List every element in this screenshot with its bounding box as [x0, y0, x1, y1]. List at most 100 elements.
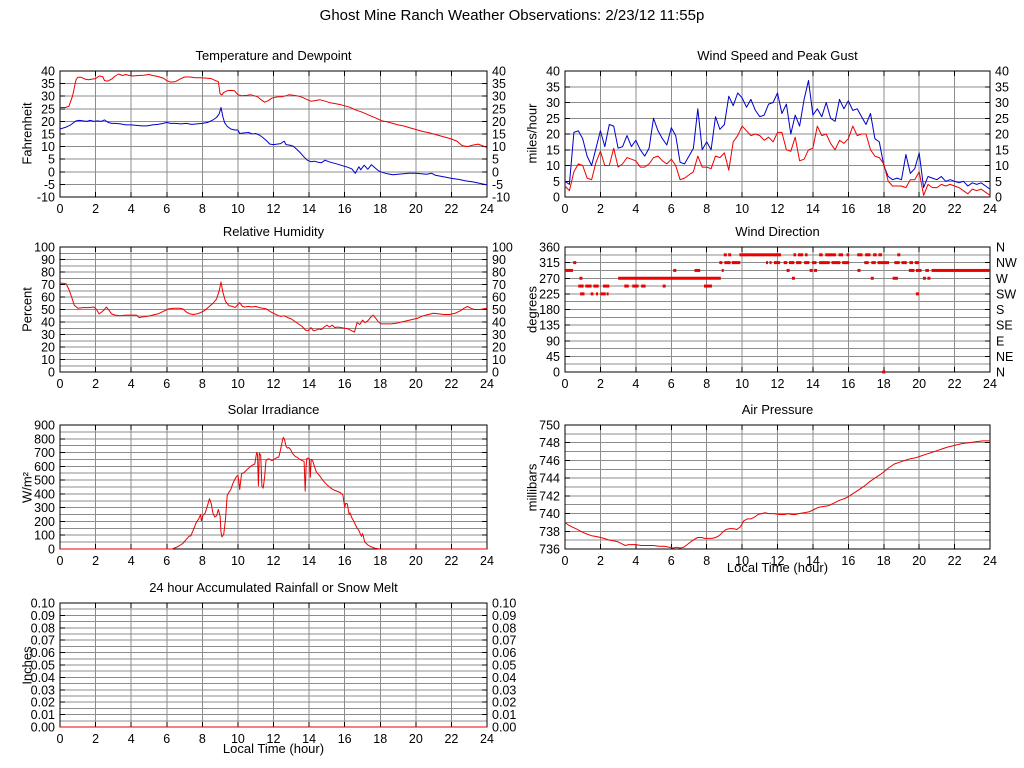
- svg-text:NW: NW: [996, 256, 1017, 270]
- svg-text:500: 500: [34, 474, 55, 488]
- svg-text:20: 20: [912, 202, 926, 216]
- svg-text:10: 10: [231, 202, 245, 216]
- svg-text:N: N: [996, 241, 1005, 255]
- svg-text:0.03: 0.03: [31, 683, 55, 697]
- x-axis-label: Local Time (hour): [726, 560, 829, 575]
- svg-text:16: 16: [338, 377, 352, 391]
- svg-text:-5: -5: [44, 178, 55, 192]
- svg-text:22: 22: [948, 202, 962, 216]
- svg-text:0: 0: [57, 554, 64, 568]
- svg-text:100: 100: [34, 241, 55, 255]
- svg-text:40: 40: [492, 65, 506, 79]
- svg-text:14: 14: [302, 732, 316, 746]
- svg-text:20: 20: [995, 128, 1009, 142]
- svg-text:22: 22: [444, 732, 458, 746]
- svg-text:20: 20: [912, 554, 926, 568]
- chart-wind-direction: Wind Direction degrees 0 N 45 NE 90 E 135 SE 180…: [512, 216, 1024, 394]
- svg-text:22: 22: [444, 202, 458, 216]
- svg-text:25: 25: [41, 102, 55, 116]
- chart-rainfall: 24 hour Accumulated Rainfall or Snow Mel…: [0, 572, 517, 768]
- svg-text:40: 40: [41, 65, 55, 79]
- svg-text:10: 10: [735, 377, 749, 391]
- svg-text:0.08: 0.08: [31, 621, 55, 635]
- svg-text:30: 30: [41, 90, 55, 104]
- svg-text:SE: SE: [996, 319, 1013, 333]
- svg-text:6: 6: [163, 202, 170, 216]
- svg-text:744: 744: [539, 472, 560, 486]
- svg-text:10: 10: [735, 554, 749, 568]
- svg-text:0.04: 0.04: [31, 671, 55, 685]
- svg-text:25: 25: [546, 112, 560, 126]
- svg-text:90: 90: [492, 253, 506, 267]
- svg-text:0.05: 0.05: [31, 659, 55, 673]
- chart-relative-humidity: Relative Humidity Percent 0 0 10 10 20 20 30 30…: [0, 216, 513, 394]
- svg-text:18: 18: [373, 554, 387, 568]
- svg-text:70: 70: [492, 278, 506, 292]
- svg-text:0: 0: [562, 202, 569, 216]
- svg-text:100: 100: [34, 529, 55, 543]
- svg-text:0: 0: [492, 366, 499, 380]
- svg-text:0: 0: [57, 202, 64, 216]
- svg-text:4: 4: [632, 554, 639, 568]
- svg-text:-10: -10: [37, 191, 55, 205]
- svg-text:4: 4: [632, 202, 639, 216]
- svg-text:0: 0: [48, 543, 55, 557]
- chart-title: 24 hour Accumulated Rainfall or Snow Mel…: [149, 580, 398, 595]
- svg-text:SW: SW: [996, 287, 1016, 301]
- svg-text:24: 24: [983, 554, 997, 568]
- svg-text:-10: -10: [492, 191, 510, 205]
- svg-text:0.01: 0.01: [31, 708, 55, 722]
- svg-text:14: 14: [806, 554, 820, 568]
- svg-text:750: 750: [539, 419, 560, 433]
- svg-text:700: 700: [34, 446, 55, 460]
- svg-text:10: 10: [231, 554, 245, 568]
- svg-text:35: 35: [995, 80, 1009, 94]
- svg-text:8: 8: [199, 554, 206, 568]
- svg-text:W: W: [996, 272, 1008, 286]
- chart-title: Relative Humidity: [222, 224, 325, 239]
- svg-text:15: 15: [546, 143, 560, 157]
- chart-title: Solar Irradiance: [227, 402, 320, 417]
- svg-text:S: S: [996, 303, 1004, 317]
- svg-text:12: 12: [771, 202, 785, 216]
- svg-text:20: 20: [546, 128, 560, 142]
- svg-text:0: 0: [48, 165, 55, 179]
- svg-text:0.06: 0.06: [31, 646, 55, 660]
- svg-text:10: 10: [231, 377, 245, 391]
- svg-text:14: 14: [806, 202, 820, 216]
- svg-text:40: 40: [995, 65, 1009, 79]
- chart-title: Wind Direction: [735, 224, 820, 239]
- rainfall-plot: 0.00 0.000.01 0.010.02 0.020.03 0.030.04 0.04…: [31, 597, 517, 747]
- svg-text:90: 90: [41, 253, 55, 267]
- svg-text:0: 0: [995, 191, 1002, 205]
- svg-text:0.09: 0.09: [492, 609, 516, 623]
- svg-text:0.08: 0.08: [492, 621, 516, 635]
- svg-text:0: 0: [492, 165, 499, 179]
- svg-text:0: 0: [57, 732, 64, 746]
- svg-text:40: 40: [546, 65, 560, 79]
- svg-text:16: 16: [841, 202, 855, 216]
- svg-text:738: 738: [539, 525, 560, 539]
- svg-text:14: 14: [302, 202, 316, 216]
- y-axis-label: millibars: [524, 463, 540, 512]
- svg-text:14: 14: [302, 554, 316, 568]
- svg-text:200: 200: [34, 515, 55, 529]
- svg-text:22: 22: [444, 377, 458, 391]
- svg-text:24: 24: [983, 377, 997, 391]
- svg-text:30: 30: [492, 328, 506, 342]
- svg-text:900: 900: [34, 419, 55, 433]
- y-axis-label: miles/hour: [524, 103, 540, 164]
- svg-text:8: 8: [199, 732, 206, 746]
- svg-text:180: 180: [539, 303, 560, 317]
- svg-text:270: 270: [539, 272, 560, 286]
- svg-text:315: 315: [539, 256, 560, 270]
- chart-title: Wind Speed and Peak Gust: [697, 48, 858, 63]
- svg-text:0: 0: [553, 366, 560, 380]
- svg-text:8: 8: [703, 202, 710, 216]
- svg-text:0.05: 0.05: [492, 659, 516, 673]
- svg-text:12: 12: [771, 554, 785, 568]
- svg-text:5: 5: [995, 175, 1002, 189]
